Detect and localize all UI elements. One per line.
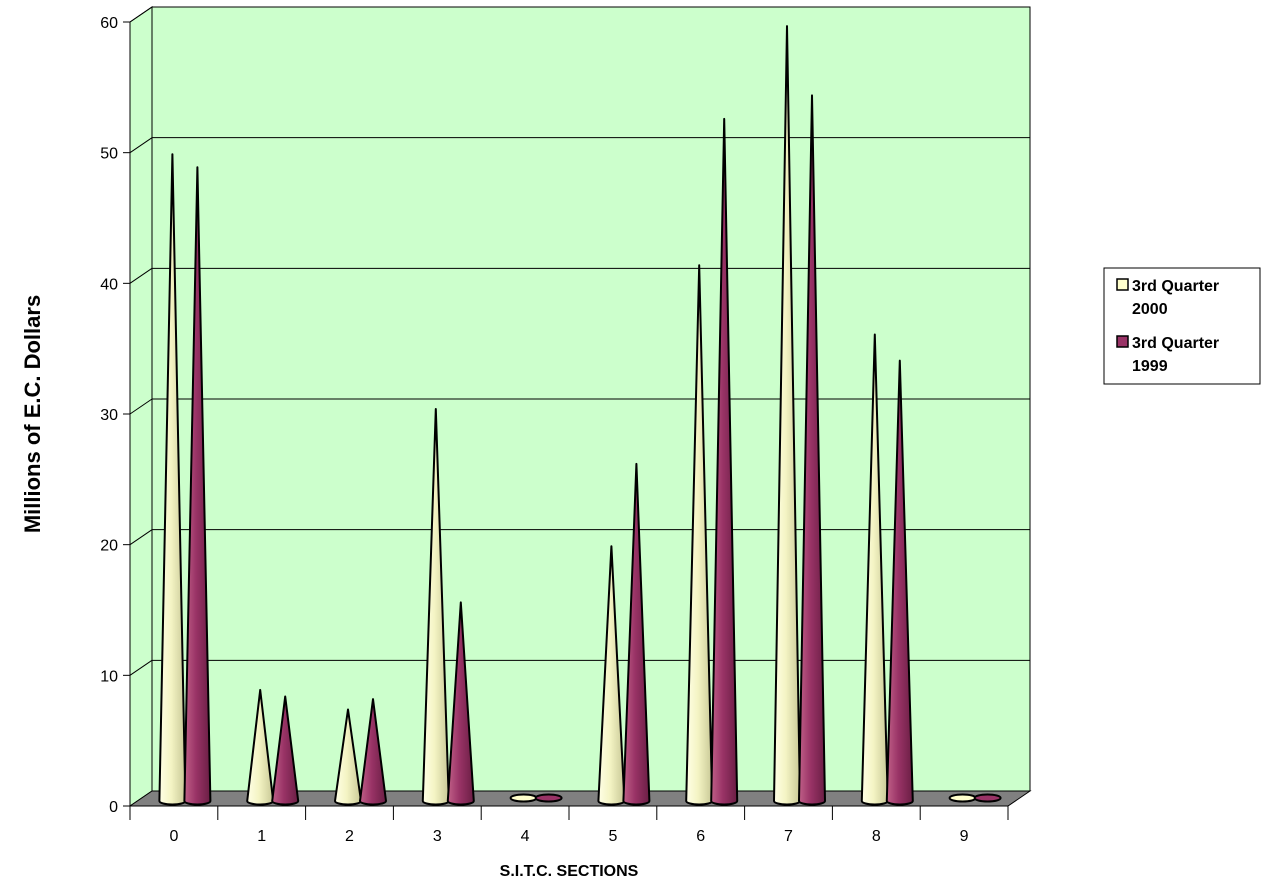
y-axis-title: Millions of E.C. Dollars	[20, 295, 45, 533]
y-tick-label: 40	[100, 276, 118, 293]
legend: 3rd Quarter 2000 3rd Quarter 1999	[1104, 268, 1260, 384]
cone-base-s1-cat4	[536, 795, 562, 802]
y-tick-label: 20	[100, 538, 118, 555]
y-tick-label: 10	[100, 668, 118, 685]
y-tick-label: 60	[100, 15, 118, 32]
legend-label-1999-line1: 3rd Quarter	[1132, 335, 1219, 352]
x-tick-label: 0	[169, 828, 178, 845]
x-tick-label: 6	[696, 828, 705, 845]
x-tick-label: 4	[521, 828, 530, 845]
x-tick-label: 1	[257, 828, 266, 845]
plot-area	[130, 7, 1030, 806]
x-tick-label: 3	[433, 828, 442, 845]
legend-label-2000-line2: 2000	[1132, 301, 1168, 318]
x-axis: 0 1 2 3 4 5 6 7 8 9 S.I.T.C. SECTIONS	[130, 806, 1008, 880]
x-tick-label: 5	[608, 828, 617, 845]
cone-base-s1-cat9	[975, 795, 1001, 802]
y-tick-label: 50	[100, 146, 118, 163]
legend-label-2000-line1: 3rd Quarter	[1132, 278, 1219, 295]
cone-base-s0-cat4	[511, 795, 537, 802]
legend-label-1999-line2: 1999	[1132, 358, 1168, 375]
x-tick-label: 9	[960, 828, 969, 845]
legend-swatch-2000	[1117, 279, 1128, 290]
legend-swatch-1999	[1117, 336, 1128, 347]
x-axis-title: S.I.T.C. SECTIONS	[500, 863, 639, 880]
x-tick-label: 2	[345, 828, 354, 845]
y-tick-label: 0	[109, 799, 118, 816]
y-tick-label: 30	[100, 407, 118, 424]
x-tick-label: 7	[784, 828, 793, 845]
x-tick-label: 8	[872, 828, 881, 845]
cone-base-s0-cat9	[950, 795, 976, 802]
y-axis: 0 10 20 30 40 50 60 Millions of E.C. Dollars	[20, 15, 130, 816]
